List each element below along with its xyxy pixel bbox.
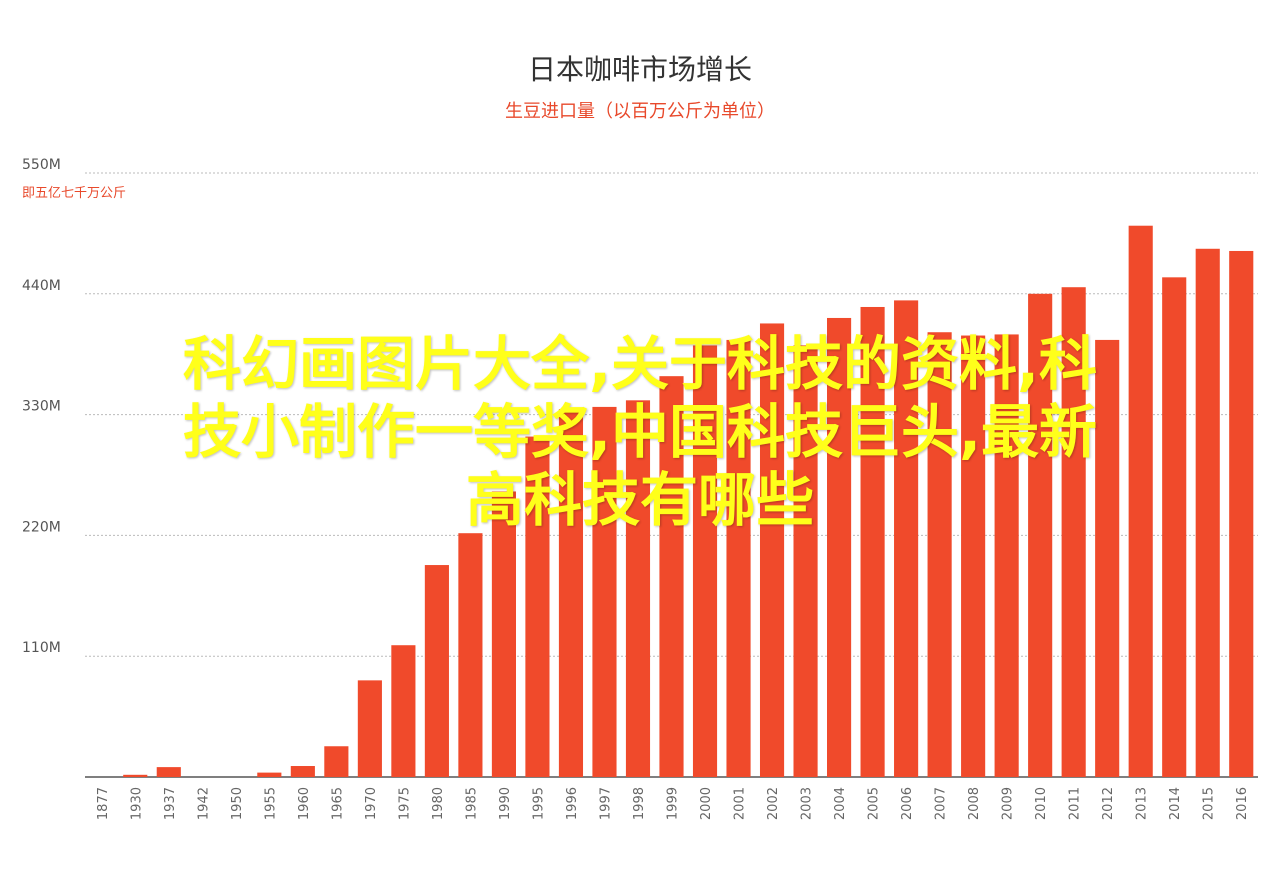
y-tick-label: 330M (22, 399, 61, 415)
bar-2011 (1061, 287, 1086, 777)
bar-1960 (290, 766, 315, 777)
bar-1975 (391, 645, 416, 777)
bar-1990 (491, 491, 516, 777)
x-tick-label: 2002 (766, 787, 781, 820)
x-tick-label: 2008 (967, 787, 982, 820)
chart-title: 日本咖啡市场增长 (527, 53, 752, 86)
bar-1985 (458, 533, 483, 777)
x-tick-label: 2011 (1068, 787, 1083, 820)
bar-2016 (1229, 250, 1254, 778)
y-tick-label: 110M (22, 640, 61, 656)
bar-2006 (894, 300, 919, 777)
x-tick-label: 1970 (364, 787, 379, 820)
x-tick-label: 1996 (565, 787, 580, 820)
bar-1995 (525, 436, 550, 777)
bar-2013 (1128, 225, 1153, 778)
bar-1998 (625, 400, 651, 777)
bar-2012 (1095, 339, 1120, 777)
y-tick-label: 220M (22, 519, 61, 535)
x-tick-label: 2003 (800, 787, 815, 820)
bar-1980 (424, 565, 449, 777)
bar-1997 (592, 406, 617, 777)
x-tick-label: 1955 (263, 787, 278, 820)
x-tick-label: 1942 (196, 787, 211, 820)
x-tick-label: 1975 (397, 787, 412, 820)
x-tick-label: 2000 (699, 787, 714, 820)
bar-2002 (759, 323, 785, 777)
y-tick-label: 550M (22, 157, 61, 173)
x-tick-label: 1997 (598, 787, 613, 820)
x-tick-label: 2004 (833, 787, 848, 820)
bar-1996 (558, 409, 584, 777)
x-tick-label: 2014 (1168, 787, 1183, 820)
x-tick-label: 1980 (431, 787, 446, 820)
bar-2000 (692, 345, 718, 777)
x-tick-label: 1877 (96, 787, 111, 820)
bar-1955 (257, 772, 282, 777)
y-tick-label: 440M (22, 278, 61, 294)
x-tick-label: 1998 (632, 787, 647, 820)
bar-1930 (123, 774, 148, 777)
bar-2004 (827, 317, 852, 777)
bar-2007 (927, 332, 952, 777)
x-tick-label: 1965 (330, 787, 345, 820)
chart-subtitle: 生豆进口量（以百万公斤为单位） (505, 101, 775, 122)
x-tick-label: 1985 (464, 787, 479, 820)
x-tick-label: 1960 (297, 787, 312, 820)
x-tick-label: 1995 (531, 787, 546, 820)
x-tick-label: 2016 (1235, 787, 1250, 820)
bar-1965 (324, 746, 349, 777)
bar-2008 (961, 335, 986, 777)
bar-2005 (860, 306, 885, 777)
bar-2010 (1028, 293, 1053, 777)
bar-2015 (1195, 248, 1220, 778)
x-tick-label: 2010 (1034, 787, 1049, 820)
bar-1937 (156, 767, 181, 777)
x-tick-label: 2013 (1135, 787, 1150, 820)
bar-2014 (1162, 277, 1187, 777)
x-tick-label: 2009 (1001, 787, 1016, 820)
y-unit-note: 即五亿七千万公斤 (22, 186, 126, 201)
bar-2001 (726, 339, 751, 777)
bar-2003 (793, 345, 818, 777)
x-tick-label: 2015 (1202, 787, 1217, 820)
bar-1970 (357, 680, 382, 777)
x-tick-label: 2005 (867, 787, 882, 820)
x-tick-label: 1990 (498, 787, 513, 820)
x-tick-label: 2006 (900, 787, 915, 820)
x-tick-label: 1950 (230, 787, 245, 820)
x-tick-label: 1930 (129, 787, 144, 820)
x-tick-label: 2007 (934, 787, 949, 820)
bar-1999 (659, 376, 684, 777)
x-tick-label: 1937 (163, 787, 178, 820)
x-tick-label: 2001 (733, 787, 748, 820)
x-tick-label: 2012 (1101, 787, 1116, 820)
x-tick-label: 1999 (666, 787, 681, 820)
bar-2009 (994, 334, 1019, 777)
